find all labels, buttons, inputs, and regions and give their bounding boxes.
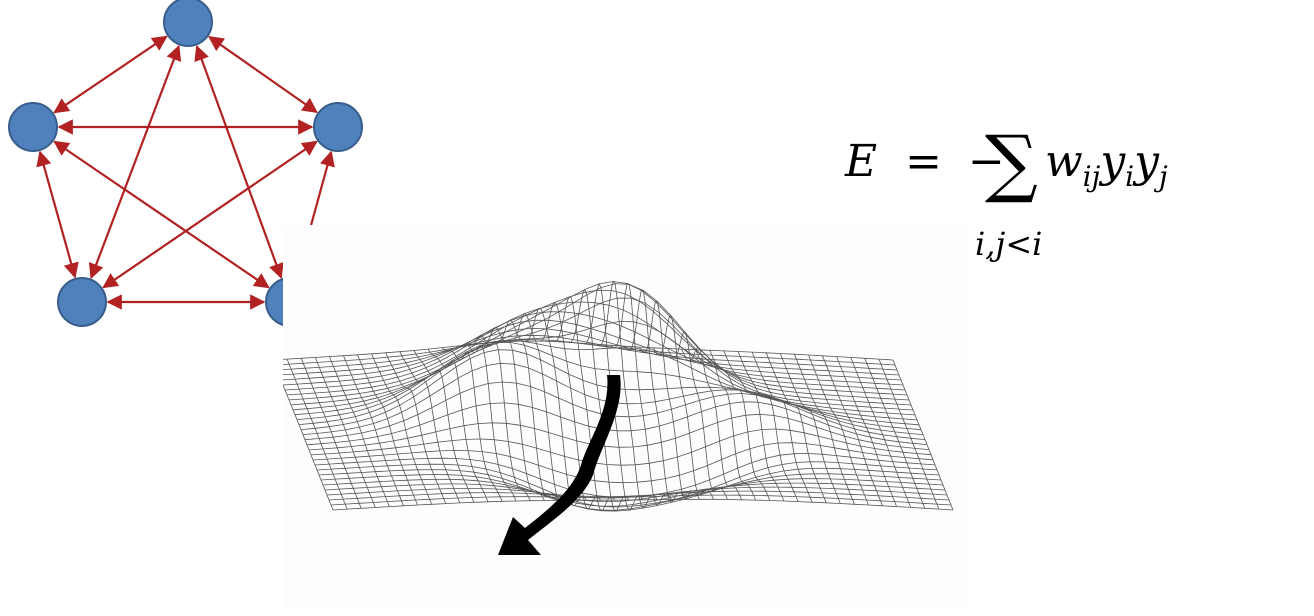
- mesh-line: [822, 355, 883, 506]
- landscape-mesh: [272, 280, 954, 512]
- mesh-line: [751, 351, 813, 503]
- mesh-line: [624, 289, 686, 503]
- mesh-line: [343, 355, 404, 506]
- mesh-line: [554, 296, 616, 512]
- mesh-line: [371, 353, 432, 505]
- mesh-line: [280, 319, 902, 381]
- mesh-line: [779, 353, 841, 504]
- energy-landscape-icon: [272, 280, 954, 555]
- mesh-line: [681, 346, 742, 500]
- term-w-sub: ij: [1082, 159, 1101, 193]
- mesh-line: [455, 343, 517, 502]
- mesh-line: [850, 357, 912, 508]
- mesh-line: [653, 315, 714, 500]
- mesh-line: [892, 359, 954, 511]
- edge-n1-n4: [88, 44, 182, 280]
- mesh-line: [385, 352, 447, 504]
- equation-minus: −: [968, 136, 1005, 187]
- term-y1: y: [1100, 136, 1126, 187]
- edge-n2-n4: [36, 150, 79, 279]
- mesh-line: [441, 347, 503, 502]
- node-n1: [163, 0, 213, 47]
- mesh-line: [329, 356, 390, 507]
- mesh-line: [723, 350, 785, 502]
- mesh-line: [498, 319, 559, 501]
- term-y1-sub: i: [1125, 159, 1135, 193]
- mesh-line: [272, 359, 334, 511]
- equation-lhs: E: [845, 136, 878, 187]
- mesh-line: [300, 358, 362, 509]
- mesh-line: [286, 358, 348, 510]
- term-y2: y: [1134, 136, 1159, 187]
- network-edges: [36, 35, 335, 310]
- mesh-line: [288, 281, 910, 401]
- mesh-line: [794, 354, 855, 505]
- mesh-line: [314, 357, 376, 508]
- edge-n1-n3: [208, 36, 318, 113]
- mesh-line: [276, 334, 898, 371]
- node-n3: [313, 102, 363, 152]
- energy-equation: E = − ∑ i,j<i wijyiyj: [845, 126, 1168, 260]
- energy-landscape-image: [272, 225, 969, 610]
- mesh-line: [272, 340, 894, 361]
- mesh-line: [836, 356, 897, 507]
- mesh-line: [427, 348, 489, 502]
- mesh-line: [484, 327, 545, 501]
- mesh-line: [357, 354, 418, 506]
- term-w: w: [1045, 136, 1083, 187]
- mesh-line: [695, 349, 757, 501]
- mesh-line: [667, 331, 728, 500]
- mesh-line: [470, 335, 531, 501]
- edge-n1-n5: [194, 44, 284, 280]
- mesh-line: [878, 358, 940, 510]
- node-n2: [8, 102, 58, 152]
- mesh-line: [610, 282, 672, 507]
- term-y2-sub: j: [1159, 159, 1168, 193]
- node-n4: [57, 277, 107, 327]
- mesh-line: [639, 301, 700, 500]
- equation-equals: =: [905, 136, 942, 187]
- equation-term: wijyiyj: [1045, 140, 1168, 191]
- mesh-line: [413, 350, 475, 503]
- mesh-line: [526, 307, 587, 507]
- mesh-line: [399, 351, 461, 504]
- sum-index: i,j<i: [975, 225, 1043, 263]
- mesh-line: [737, 351, 799, 502]
- descent-arrow-icon: [498, 375, 621, 555]
- mesh-line: [568, 288, 630, 512]
- mesh-line: [808, 354, 869, 506]
- edge-n2-n5: [53, 140, 270, 289]
- mesh-line: [540, 301, 602, 510]
- mesh-line: [864, 358, 926, 509]
- mesh-line: [286, 289, 908, 396]
- edge-n3-n4: [102, 140, 318, 289]
- edge-n1-n2: [53, 35, 168, 114]
- mesh-line: [709, 350, 771, 501]
- sum-symbol: ∑: [985, 120, 1038, 206]
- mesh-line: [596, 280, 658, 509]
- mesh-line: [765, 352, 827, 503]
